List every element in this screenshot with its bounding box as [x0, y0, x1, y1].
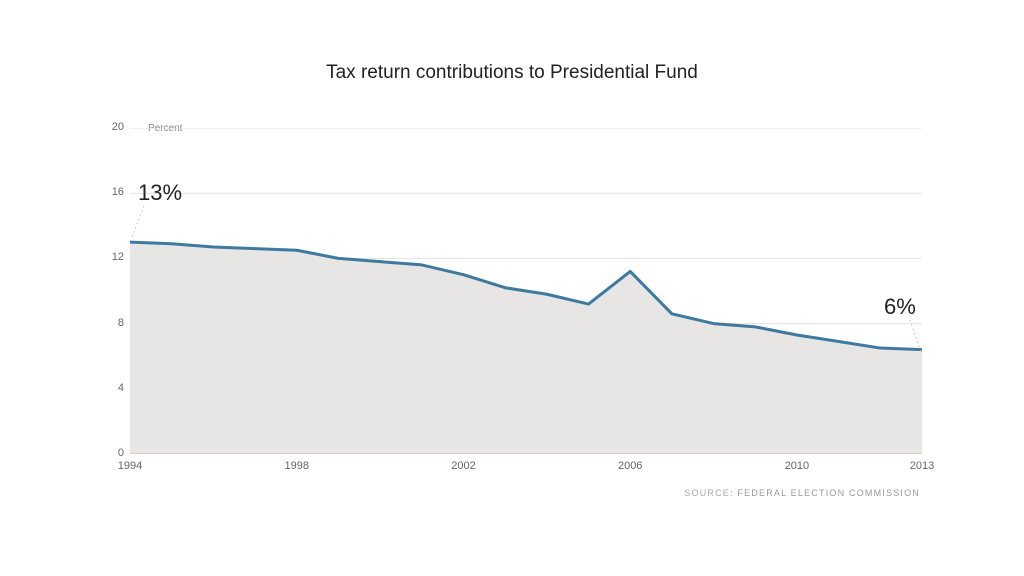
- chart-title: Tax return contributions to Presidential…: [0, 62, 1024, 84]
- annotation-end-label: 6%: [884, 294, 916, 320]
- x-tick-label: 2013: [902, 460, 942, 472]
- y-tick-label: 4: [84, 382, 124, 394]
- source-text: FEDERAL ELECTION COMMISSION: [737, 488, 920, 498]
- x-tick-label: 2006: [610, 460, 650, 472]
- chart-svg: [130, 128, 922, 454]
- y-tick-label: 16: [84, 186, 124, 198]
- x-tick-label: 2010: [777, 460, 817, 472]
- source-label: SOURCE:: [684, 488, 733, 498]
- x-tick-label: 1994: [110, 460, 150, 472]
- chart-source: SOURCE: FEDERAL ELECTION COMMISSION: [684, 488, 920, 498]
- y-tick-label: 8: [84, 317, 124, 329]
- x-tick-label: 2002: [443, 460, 483, 472]
- y-tick-label: 0: [84, 447, 124, 459]
- chart-container: Tax return contributions to Presidential…: [0, 0, 1024, 576]
- y-tick-label: 12: [84, 251, 124, 263]
- plot-area: [130, 128, 922, 454]
- annotation-start-label: 13%: [138, 180, 182, 206]
- x-tick-label: 1998: [277, 460, 317, 472]
- y-tick-label: 20: [84, 121, 124, 133]
